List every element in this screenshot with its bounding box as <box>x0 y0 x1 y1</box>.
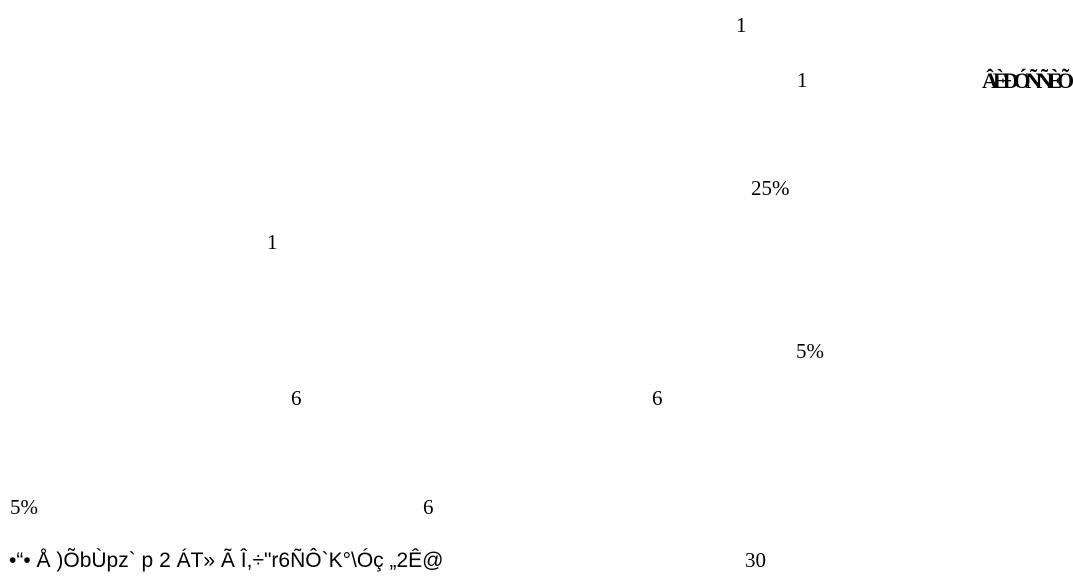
garbled-glyph-cluster: ÂÈÐÓÑÑÈÕ <box>982 68 1073 93</box>
number-six-c: 6 <box>423 495 434 519</box>
number-six-a: 6 <box>291 386 302 410</box>
page-number-right: 1 <box>797 68 808 92</box>
percent-5-left-label: 5% <box>10 495 38 519</box>
garbled-text-line: •“• Å )ÕbÙpz` p 2 ÁT» Ã Î,÷"r6ÑÔ`K°\Óç „… <box>9 549 444 572</box>
number-six-b: 6 <box>652 386 663 410</box>
number-thirty: 30 <box>745 548 766 572</box>
percent-5-right-label: 5% <box>796 339 824 363</box>
percent-25-label: 25% <box>751 176 790 200</box>
number-one-left: 1 <box>267 230 278 254</box>
page-number-top: 1 <box>736 13 747 37</box>
